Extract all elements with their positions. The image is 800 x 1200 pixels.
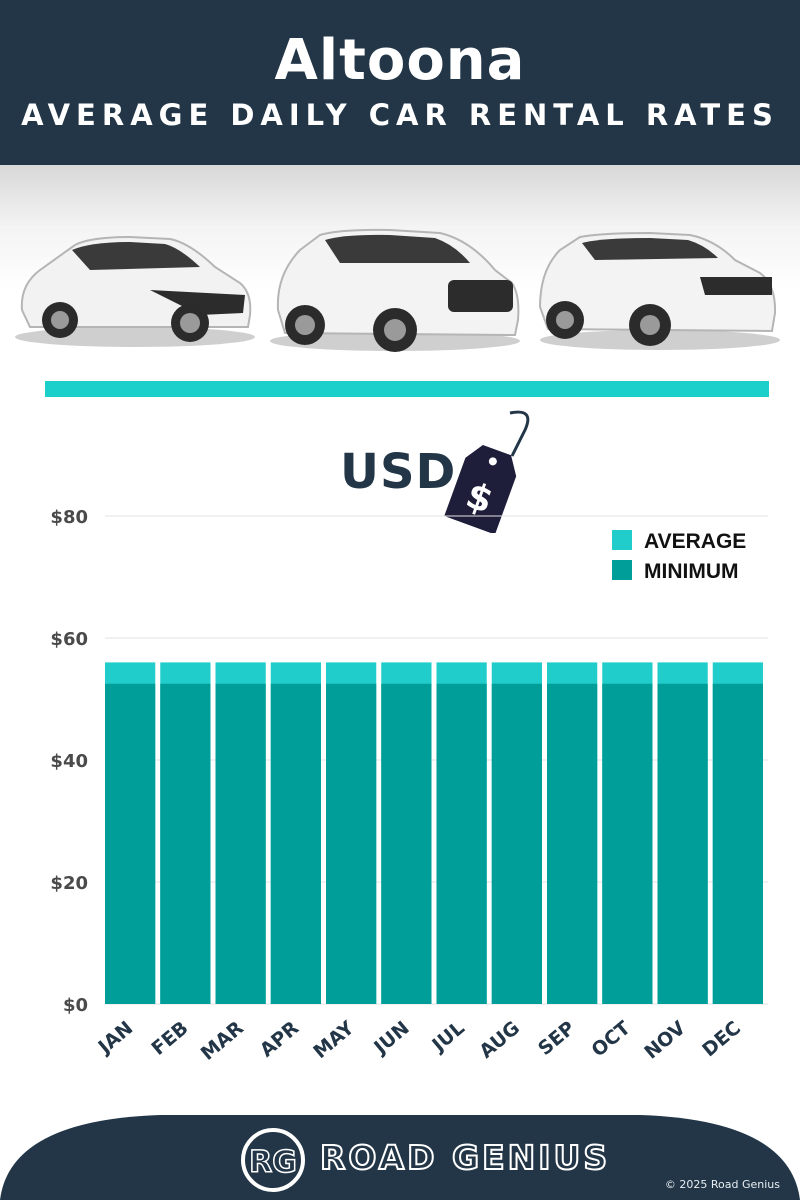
legend-swatch: [612, 530, 632, 550]
x-tick-label: JUN: [368, 1017, 413, 1060]
x-tick-label: APR: [256, 1017, 304, 1062]
y-tick-label: $60: [50, 629, 88, 650]
copyright-text: © 2025 Road Genius: [664, 1178, 780, 1191]
y-tick-label: $40: [50, 751, 88, 772]
bar-minimum: [326, 683, 377, 1004]
bar-minimum: [547, 683, 598, 1004]
brand-logo-mark: RG: [249, 1145, 297, 1180]
accent-divider: [45, 381, 769, 397]
rental-rate-chart: $0 $20 $40 $60 $80 JAN FEB MAR APR MAY JUN JUL AUG S…: [50, 507, 768, 1065]
bar-minimum: [215, 683, 266, 1004]
x-tick-label: SEP: [534, 1017, 579, 1060]
bar-minimum: [160, 683, 211, 1004]
x-tick-label: OCT: [587, 1017, 634, 1062]
bar-minimum: [105, 683, 156, 1004]
legend-label: MINIMUM: [644, 560, 738, 583]
x-tick-label: DEC: [698, 1017, 745, 1061]
x-tick-label: NOV: [640, 1017, 690, 1064]
bar-minimum: [381, 683, 432, 1004]
bar-minimum: [491, 683, 542, 1004]
legend-label: AVERAGE: [644, 530, 746, 553]
chart-legend: AVERAGE MINIMUM: [612, 530, 746, 583]
x-tick-label: JUL: [427, 1017, 469, 1057]
hatchback-car-image: [15, 235, 255, 347]
y-tick-label: $20: [50, 873, 88, 894]
bar-minimum: [712, 683, 763, 1004]
luxury-suv-car-image: [538, 231, 780, 350]
bar-minimum: [436, 683, 487, 1004]
y-tick-label: $0: [63, 995, 88, 1016]
x-tick-label: MAY: [309, 1017, 358, 1063]
suv-car-image: [270, 228, 520, 352]
brand-name: ROAD GENIUS: [319, 1137, 611, 1178]
bar-series: [105, 662, 763, 1004]
x-tick-label: MAR: [197, 1017, 248, 1065]
page-title: Altoona: [274, 28, 526, 93]
bar-minimum: [602, 683, 653, 1004]
x-tick-label: AUG: [475, 1017, 524, 1063]
bar-minimum: [270, 683, 321, 1004]
bar-minimum: [657, 683, 708, 1004]
price-tag-icon: $: [444, 410, 530, 533]
footer-banner: RG: [0, 1115, 800, 1200]
brand-logo-icon: [241, 1128, 305, 1192]
header-banner: Altoona AVERAGE DAILY CAR RENTAL RATES: [0, 0, 800, 165]
page-subtitle: AVERAGE DAILY CAR RENTAL RATES: [21, 98, 779, 132]
cars-illustration: [15, 228, 780, 352]
x-tick-label: FEB: [147, 1017, 192, 1060]
x-tick-label: JAN: [93, 1017, 138, 1059]
legend-swatch: [612, 560, 632, 580]
x-axis-ticks: JAN FEB MAR APR MAY JUN JUL AUG SEP OCT NOV DEC: [93, 1017, 745, 1065]
currency-label: USD: [340, 444, 457, 500]
y-tick-label: $80: [50, 507, 88, 528]
y-axis-ticks: $0 $20 $40 $60 $80: [50, 507, 88, 1016]
